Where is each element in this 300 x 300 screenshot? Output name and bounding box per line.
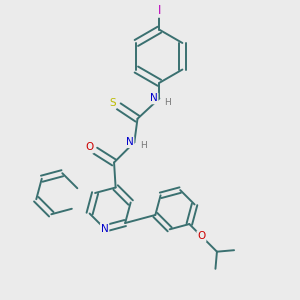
Text: H: H xyxy=(140,141,146,150)
Text: H: H xyxy=(164,98,171,107)
Text: O: O xyxy=(85,142,93,152)
Text: N: N xyxy=(126,137,134,147)
Text: O: O xyxy=(197,231,206,241)
Text: S: S xyxy=(109,98,116,108)
Text: I: I xyxy=(158,4,161,17)
Text: N: N xyxy=(101,224,109,234)
Text: N: N xyxy=(150,93,158,103)
